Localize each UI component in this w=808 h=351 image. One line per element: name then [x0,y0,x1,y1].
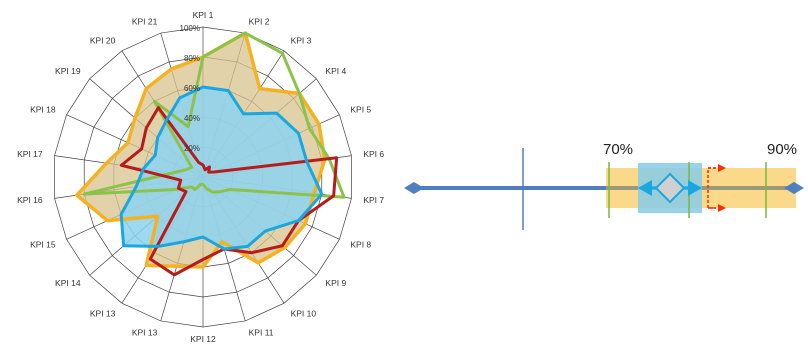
category-label: KPI 15 [30,239,56,249]
radar-tick-labels: 20% 40% 60% 80% 100% [180,24,200,153]
series-line-2 [119,106,339,277]
category-label: KPI 1 [193,10,214,20]
category-label: KPI 11 [249,327,274,337]
category-label: KPI 7 [363,195,384,205]
axis-right-arrow [784,182,804,194]
target-arrow-top [718,164,726,172]
target-arrow-bottom [718,204,726,212]
scale-label-low: 70% [603,141,633,158]
category-label: KPI 17 [17,149,43,159]
scale-label-high: 90% [767,141,797,158]
axis-left-arrow [404,182,424,194]
category-label: KPI 19 [55,66,81,76]
r-tick-label: 20% [184,144,200,153]
category-label: KPI 3 [291,36,312,46]
category-label: KPI 14 [55,278,81,288]
category-label: KPI 5 [350,105,371,115]
series-line-0 [75,31,327,269]
radar-series-lines [75,31,346,277]
r-tick-label: 100% [180,24,200,33]
category-label: KPI 2 [249,17,270,27]
category-label: KPI 13 [132,327,158,337]
r-tick-label: 80% [184,54,200,63]
category-label: KPI 8 [350,239,371,249]
category-label: KPI 21 [132,17,158,27]
r-tick-label: 40% [184,114,200,123]
r-tick-label: 60% [184,84,200,93]
category-label: KPI 6 [363,149,384,159]
category-label: KPI 13 [90,308,116,318]
category-label: KPI 16 [17,195,43,205]
category-label: KPI 18 [30,105,56,115]
category-label: KPI 4 [325,66,346,76]
range-scale-chart: 70% 90% [404,141,804,230]
series-line-1 [82,31,346,199]
category-label: KPI 20 [90,36,116,46]
needle-right-arrow [688,180,702,196]
needle-left-arrow [638,180,652,196]
series-line-3 [119,85,324,251]
category-label: KPI 10 [291,308,317,318]
category-label: KPI 9 [325,278,346,288]
category-label: KPI 12 [190,334,216,344]
current-marker [654,172,686,204]
radar-category-labels: KPI 1 KPI 2 KPI 3 KPI 4 KPI 5 KPI 6 KPI 7 KPI 8… [17,10,384,344]
